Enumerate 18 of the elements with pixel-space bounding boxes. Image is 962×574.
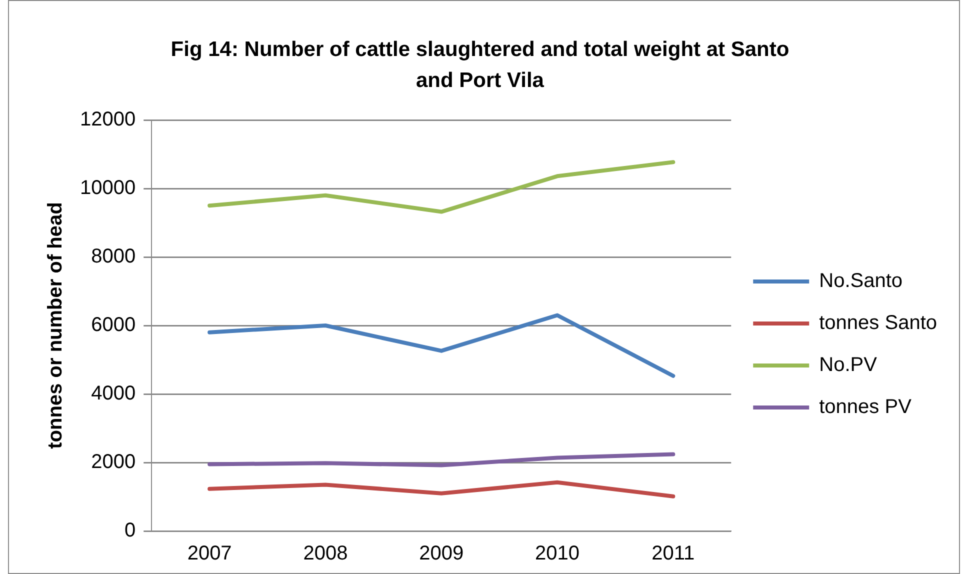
y-axis-title: tonnes or number of head	[44, 202, 67, 449]
chart-title: Fig 14: Number of cattle slaughtered and total weight at Santo and Port Vila	[170, 37, 790, 94]
x-tick-label: 2010	[535, 542, 580, 565]
y-tick-label: 6000	[91, 314, 136, 336]
legend-label: tonnes Santo	[819, 312, 938, 334]
legend-label: No.Santo	[819, 270, 903, 292]
x-tick-label: 2011	[652, 542, 695, 565]
x-tick-label: 2008	[303, 542, 348, 565]
legend-label: No.PV	[819, 354, 878, 376]
y-tick-label: 0	[124, 520, 136, 542]
x-tick-label: 2009	[419, 542, 464, 565]
y-tick-label: 4000	[91, 382, 136, 405]
x-tick-label: 2007	[187, 542, 232, 565]
y-tick-label: 8000	[91, 246, 136, 268]
y-tick-label: 10000	[80, 177, 136, 200]
y-tick-label: 12000	[80, 108, 136, 131]
legend-label: tonnes PV	[819, 396, 912, 418]
y-tick-label: 2000	[91, 451, 136, 474]
